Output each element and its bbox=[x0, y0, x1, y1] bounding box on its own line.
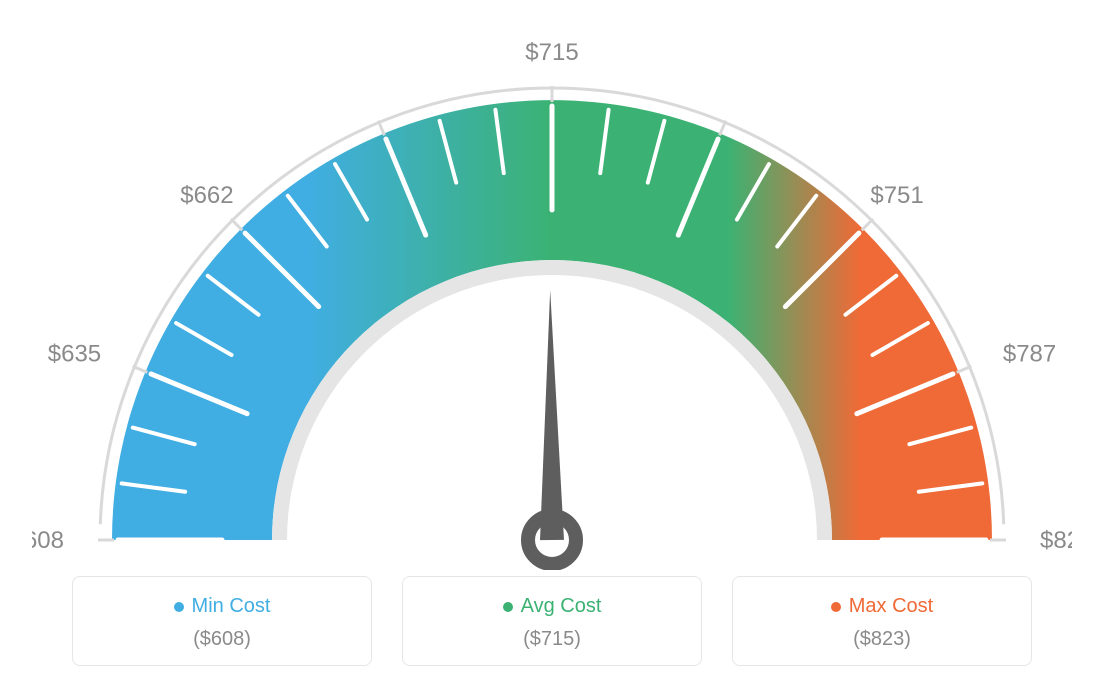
legend-value-min: ($608) bbox=[83, 628, 361, 651]
legend-label-text: Min Cost bbox=[192, 595, 271, 618]
gauge-svg: $608 $635 $662 $715 $751 $787 $823 bbox=[32, 10, 1072, 570]
tick-label: $635 bbox=[48, 340, 101, 367]
legend-value-max: ($823) bbox=[743, 628, 1021, 651]
tick-label: $751 bbox=[870, 182, 923, 209]
gauge-needle bbox=[540, 290, 564, 540]
gauge-chart-container: $608 $635 $662 $715 $751 $787 $823 Min Cost ($… bbox=[0, 0, 1104, 690]
legend-card-avg: Avg Cost ($715) bbox=[402, 576, 702, 666]
tick-label: $823 bbox=[1040, 527, 1072, 554]
legend-label-min: Min Cost bbox=[174, 595, 271, 618]
legend-card-max: Max Cost ($823) bbox=[732, 576, 1032, 666]
dot-icon bbox=[174, 602, 184, 612]
dot-icon bbox=[831, 602, 841, 612]
legend-label-text: Avg Cost bbox=[521, 595, 602, 618]
legend-label-avg: Avg Cost bbox=[503, 595, 602, 618]
gauge: $608 $635 $662 $715 $751 $787 $823 bbox=[32, 10, 1072, 575]
legend-label-max: Max Cost bbox=[831, 595, 933, 618]
legend-row: Min Cost ($608) Avg Cost ($715) Max Cost… bbox=[0, 576, 1104, 666]
tick-label: $662 bbox=[180, 182, 233, 209]
dot-icon bbox=[503, 602, 513, 612]
tick-label: $715 bbox=[525, 39, 578, 66]
outer-tick bbox=[231, 219, 242, 230]
legend-card-min: Min Cost ($608) bbox=[72, 576, 372, 666]
legend-value-avg: ($715) bbox=[413, 628, 691, 651]
tick-label: $787 bbox=[1003, 340, 1056, 367]
outer-tick bbox=[862, 219, 873, 230]
tick-label: $608 bbox=[32, 527, 64, 554]
legend-label-text: Max Cost bbox=[849, 595, 933, 618]
